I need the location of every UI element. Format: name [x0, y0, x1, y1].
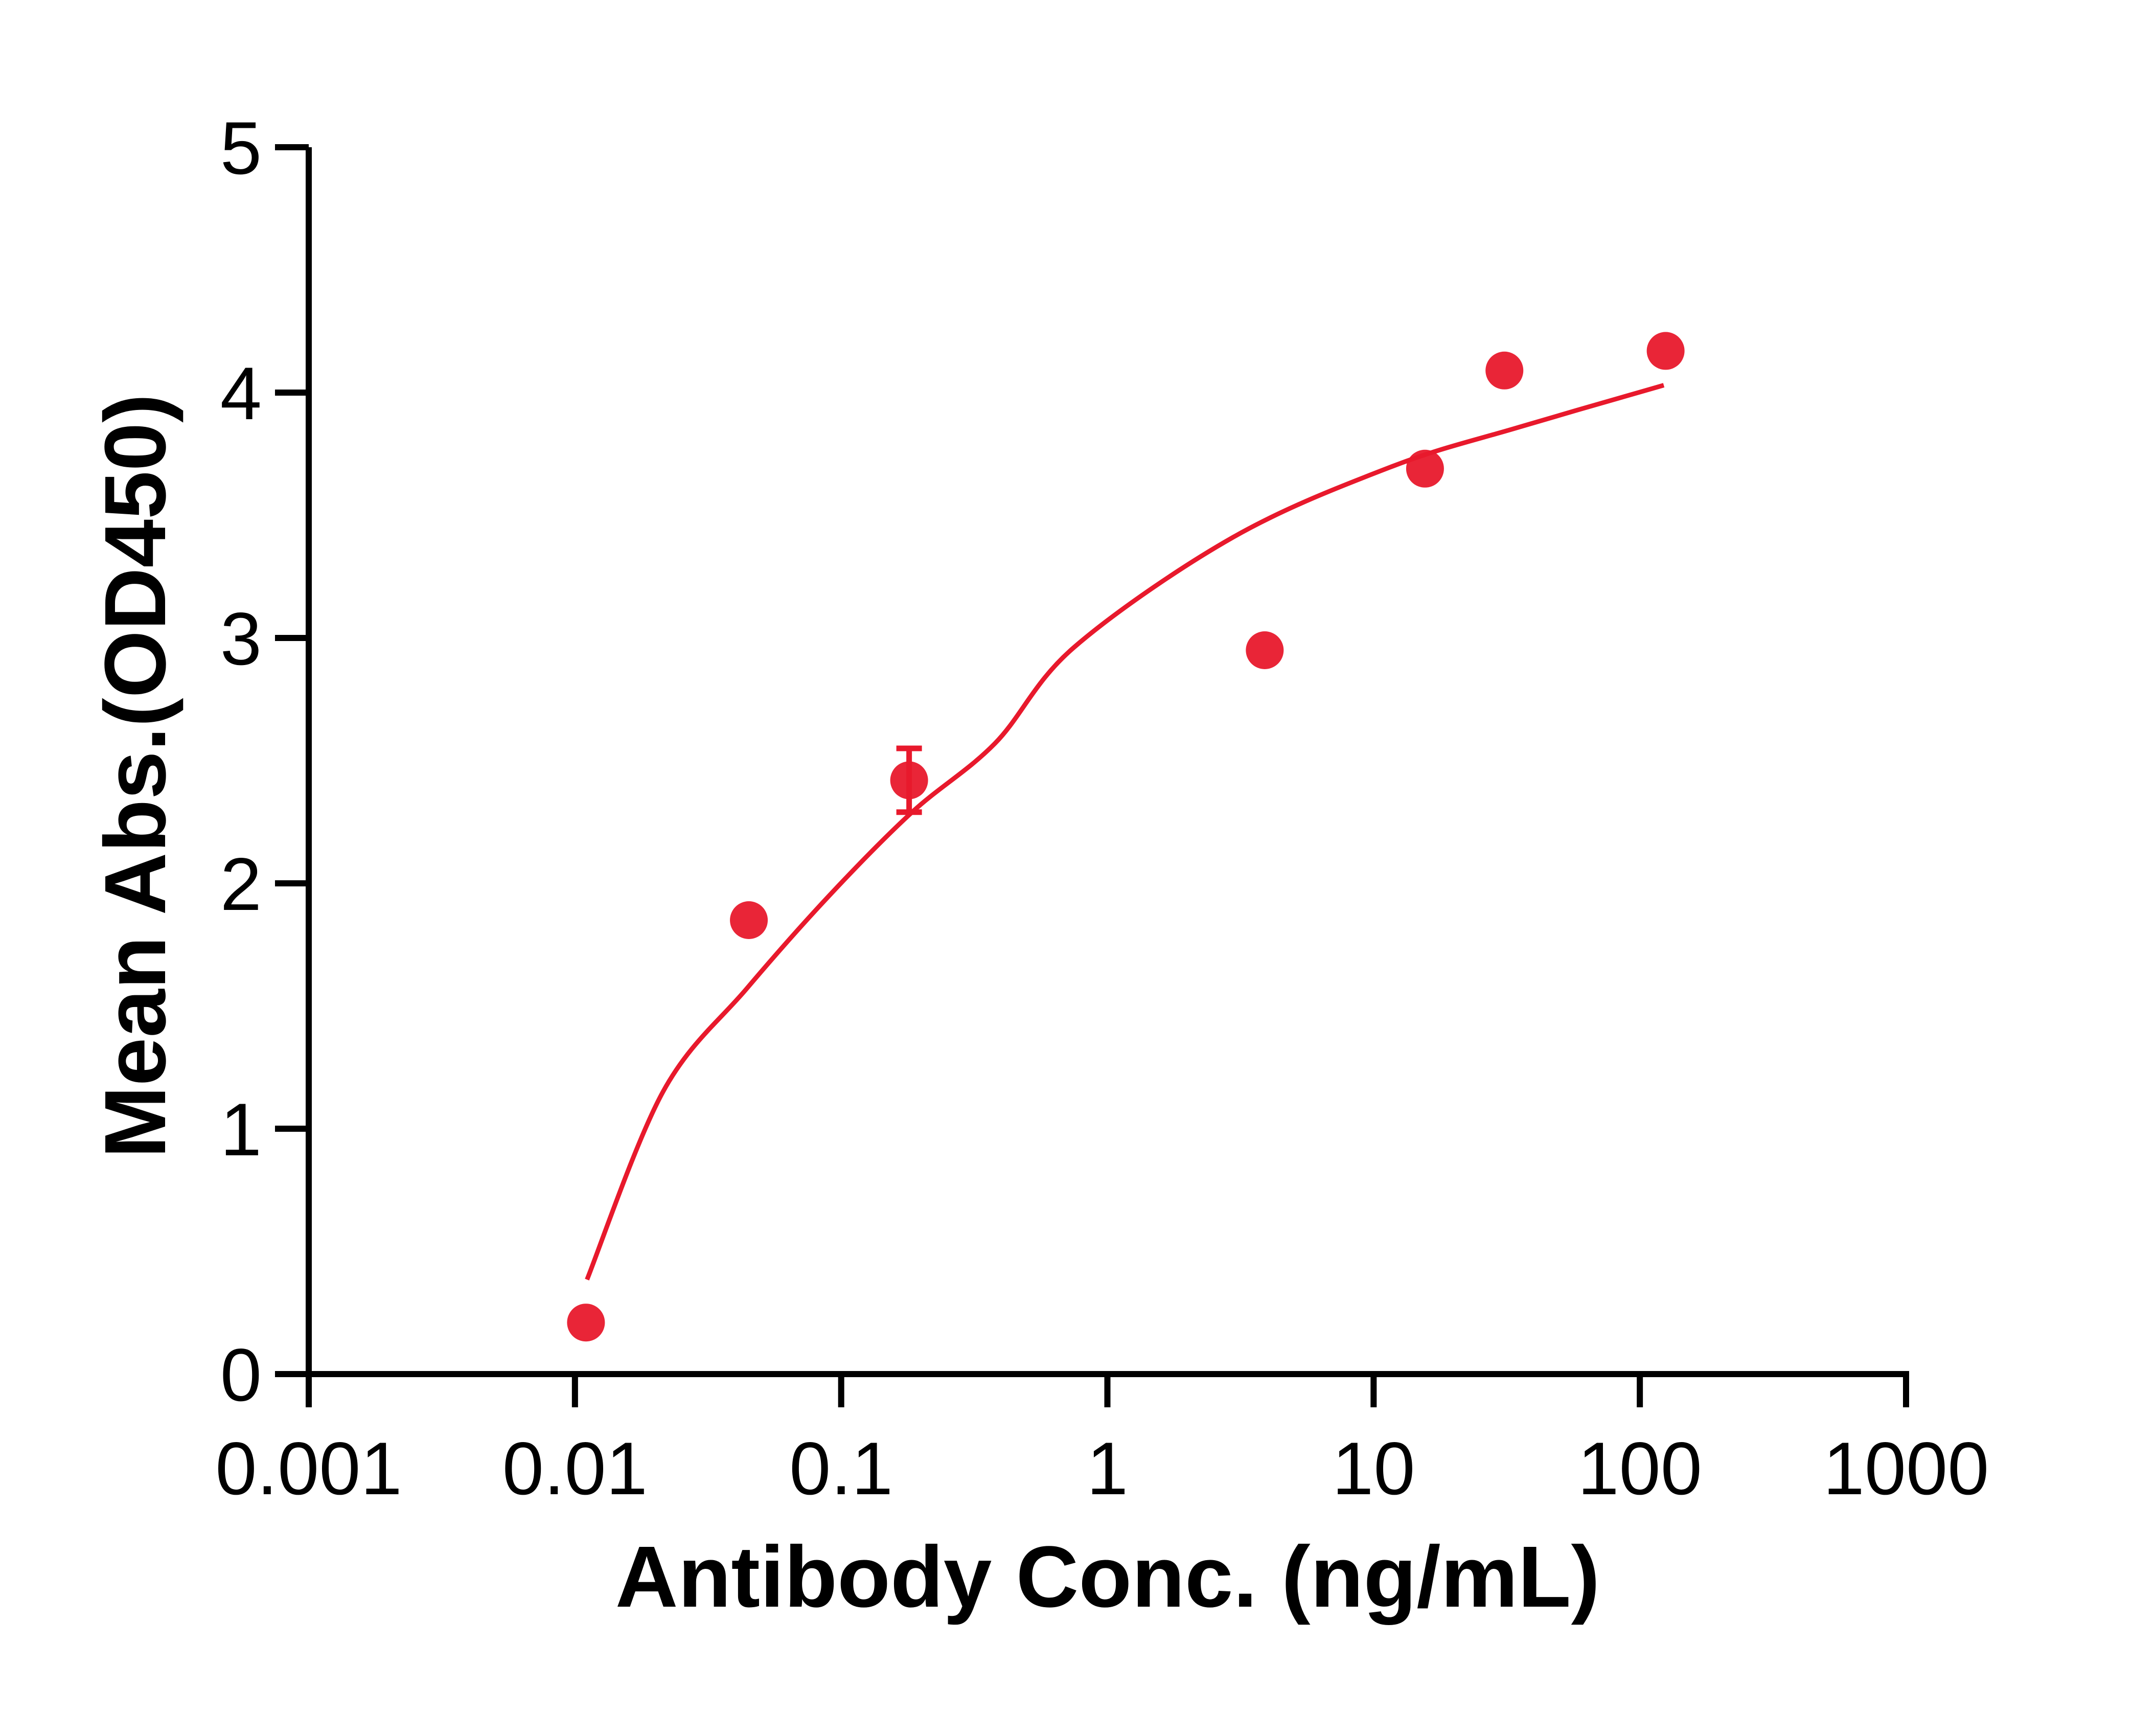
data-point [567, 1304, 605, 1342]
data-point [1646, 332, 1685, 370]
y-tick-label: 5 [220, 106, 262, 190]
y-axis-title: Mean Abs.(OD450) [87, 394, 184, 1158]
data-point [730, 901, 768, 939]
x-ticks: 0.001 0.01 0.1 1 10 100 1000 [215, 1371, 1989, 1510]
data-point [1485, 351, 1524, 390]
fit-curve [585, 383, 1665, 1281]
x-tick-label: 100 [1577, 1427, 1702, 1510]
data-points [567, 332, 1685, 1342]
data-point [1406, 449, 1444, 488]
marker-circle [1485, 351, 1524, 390]
x-tick-label: 1 [1087, 1427, 1128, 1510]
y-tick-label: 3 [220, 597, 262, 680]
marker-circle [1406, 449, 1444, 488]
x-axis-title: Antibody Conc. (ng/mL) [615, 1528, 1600, 1626]
x-tick-label: 10 [1332, 1427, 1415, 1510]
x-tick-label: 1000 [1823, 1427, 1989, 1510]
marker-circle [567, 1304, 605, 1342]
marker-circle [1246, 631, 1284, 669]
y-tick-label: 1 [220, 1088, 262, 1171]
y-ticks: 0 1 2 3 4 5 [220, 106, 309, 1417]
data-point [1246, 631, 1284, 669]
x-tick-label: 0.01 [502, 1427, 648, 1510]
data-point [890, 745, 928, 815]
x-tick-label: 0.001 [215, 1427, 402, 1510]
axes: 0 1 2 3 4 5 0.001 0.01 0.1 1 10 100 1000 [215, 106, 1989, 1510]
y-tick-label: 4 [220, 352, 262, 435]
y-tick-label: 0 [220, 1333, 262, 1417]
fit-curve-line [585, 383, 1665, 1281]
marker-circle [730, 901, 768, 939]
marker-circle [1646, 332, 1685, 370]
y-tick-label: 2 [220, 842, 262, 926]
x-tick-label: 0.1 [789, 1427, 893, 1510]
